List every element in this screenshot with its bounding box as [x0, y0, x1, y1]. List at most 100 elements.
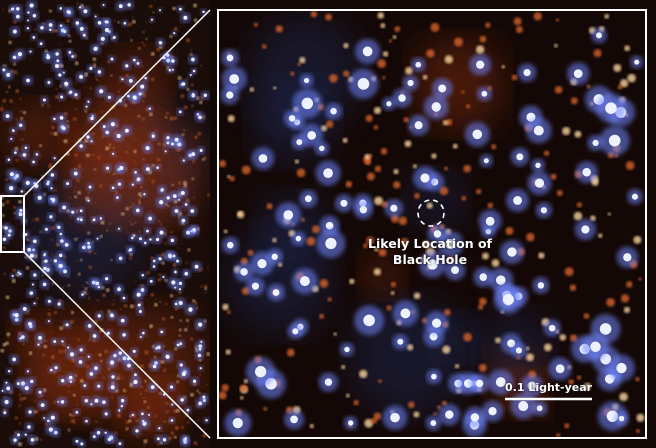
star	[17, 271, 20, 274]
star	[550, 173, 557, 180]
star	[7, 233, 11, 237]
star	[374, 165, 382, 173]
star	[465, 104, 471, 109]
star	[8, 86, 10, 89]
star	[348, 420, 354, 426]
star	[92, 435, 96, 439]
star	[218, 391, 227, 400]
star	[271, 253, 278, 260]
star	[412, 164, 418, 169]
star	[170, 315, 174, 319]
star	[111, 186, 115, 190]
star	[32, 160, 35, 164]
star	[101, 135, 104, 139]
star	[232, 417, 243, 429]
star	[118, 377, 122, 380]
star	[479, 35, 487, 43]
star	[275, 25, 283, 33]
star	[258, 154, 268, 163]
star	[90, 431, 93, 434]
star	[84, 287, 88, 291]
star	[8, 437, 11, 440]
star	[19, 393, 22, 396]
star	[272, 289, 280, 296]
star	[74, 238, 77, 241]
star	[193, 3, 197, 8]
star	[143, 193, 146, 196]
star	[174, 347, 178, 351]
star	[118, 256, 123, 261]
star	[620, 294, 630, 303]
star	[176, 246, 179, 249]
star	[28, 410, 32, 414]
star	[15, 255, 17, 257]
star	[128, 78, 133, 83]
star	[158, 41, 163, 45]
star	[191, 57, 195, 62]
star	[143, 400, 147, 404]
star	[140, 186, 143, 189]
star	[310, 10, 318, 18]
star	[99, 234, 103, 238]
star	[362, 46, 373, 57]
star	[75, 439, 79, 443]
star	[55, 95, 59, 99]
star	[77, 338, 80, 342]
star	[20, 117, 24, 120]
star	[90, 116, 94, 121]
star	[100, 310, 103, 313]
star	[100, 359, 103, 363]
star	[123, 304, 128, 308]
star	[47, 299, 51, 303]
star	[21, 138, 24, 141]
star	[54, 29, 58, 33]
star	[16, 7, 20, 11]
star	[533, 125, 544, 136]
star	[53, 117, 56, 121]
star	[174, 137, 179, 142]
star	[122, 377, 124, 379]
star	[61, 139, 63, 141]
star	[137, 114, 141, 118]
star	[94, 77, 97, 80]
star	[117, 21, 120, 24]
star	[178, 301, 183, 306]
star	[93, 46, 98, 51]
star	[163, 393, 166, 396]
star	[42, 282, 47, 287]
star	[106, 229, 109, 232]
star	[145, 21, 148, 24]
star	[556, 433, 561, 438]
star	[431, 102, 442, 112]
star	[463, 332, 472, 342]
star	[79, 218, 83, 222]
star	[116, 196, 119, 199]
star	[54, 366, 58, 370]
star	[57, 302, 61, 306]
star	[90, 154, 92, 156]
star	[135, 429, 139, 433]
star	[96, 299, 99, 301]
star	[141, 419, 145, 422]
star	[151, 164, 155, 167]
star	[406, 344, 414, 351]
star	[122, 296, 126, 300]
star	[398, 216, 408, 226]
star	[158, 257, 162, 261]
star	[74, 61, 79, 66]
star	[58, 350, 62, 354]
star	[68, 39, 72, 43]
star	[110, 122, 116, 127]
star	[86, 153, 90, 157]
star	[193, 18, 198, 22]
star	[415, 61, 422, 68]
star	[99, 184, 103, 188]
annotation-line-1: Likely Location of	[367, 236, 492, 251]
star	[47, 104, 50, 107]
star	[87, 199, 90, 202]
star	[13, 62, 17, 66]
star	[184, 345, 186, 347]
star	[150, 385, 155, 390]
star	[60, 400, 65, 404]
star	[67, 429, 71, 432]
